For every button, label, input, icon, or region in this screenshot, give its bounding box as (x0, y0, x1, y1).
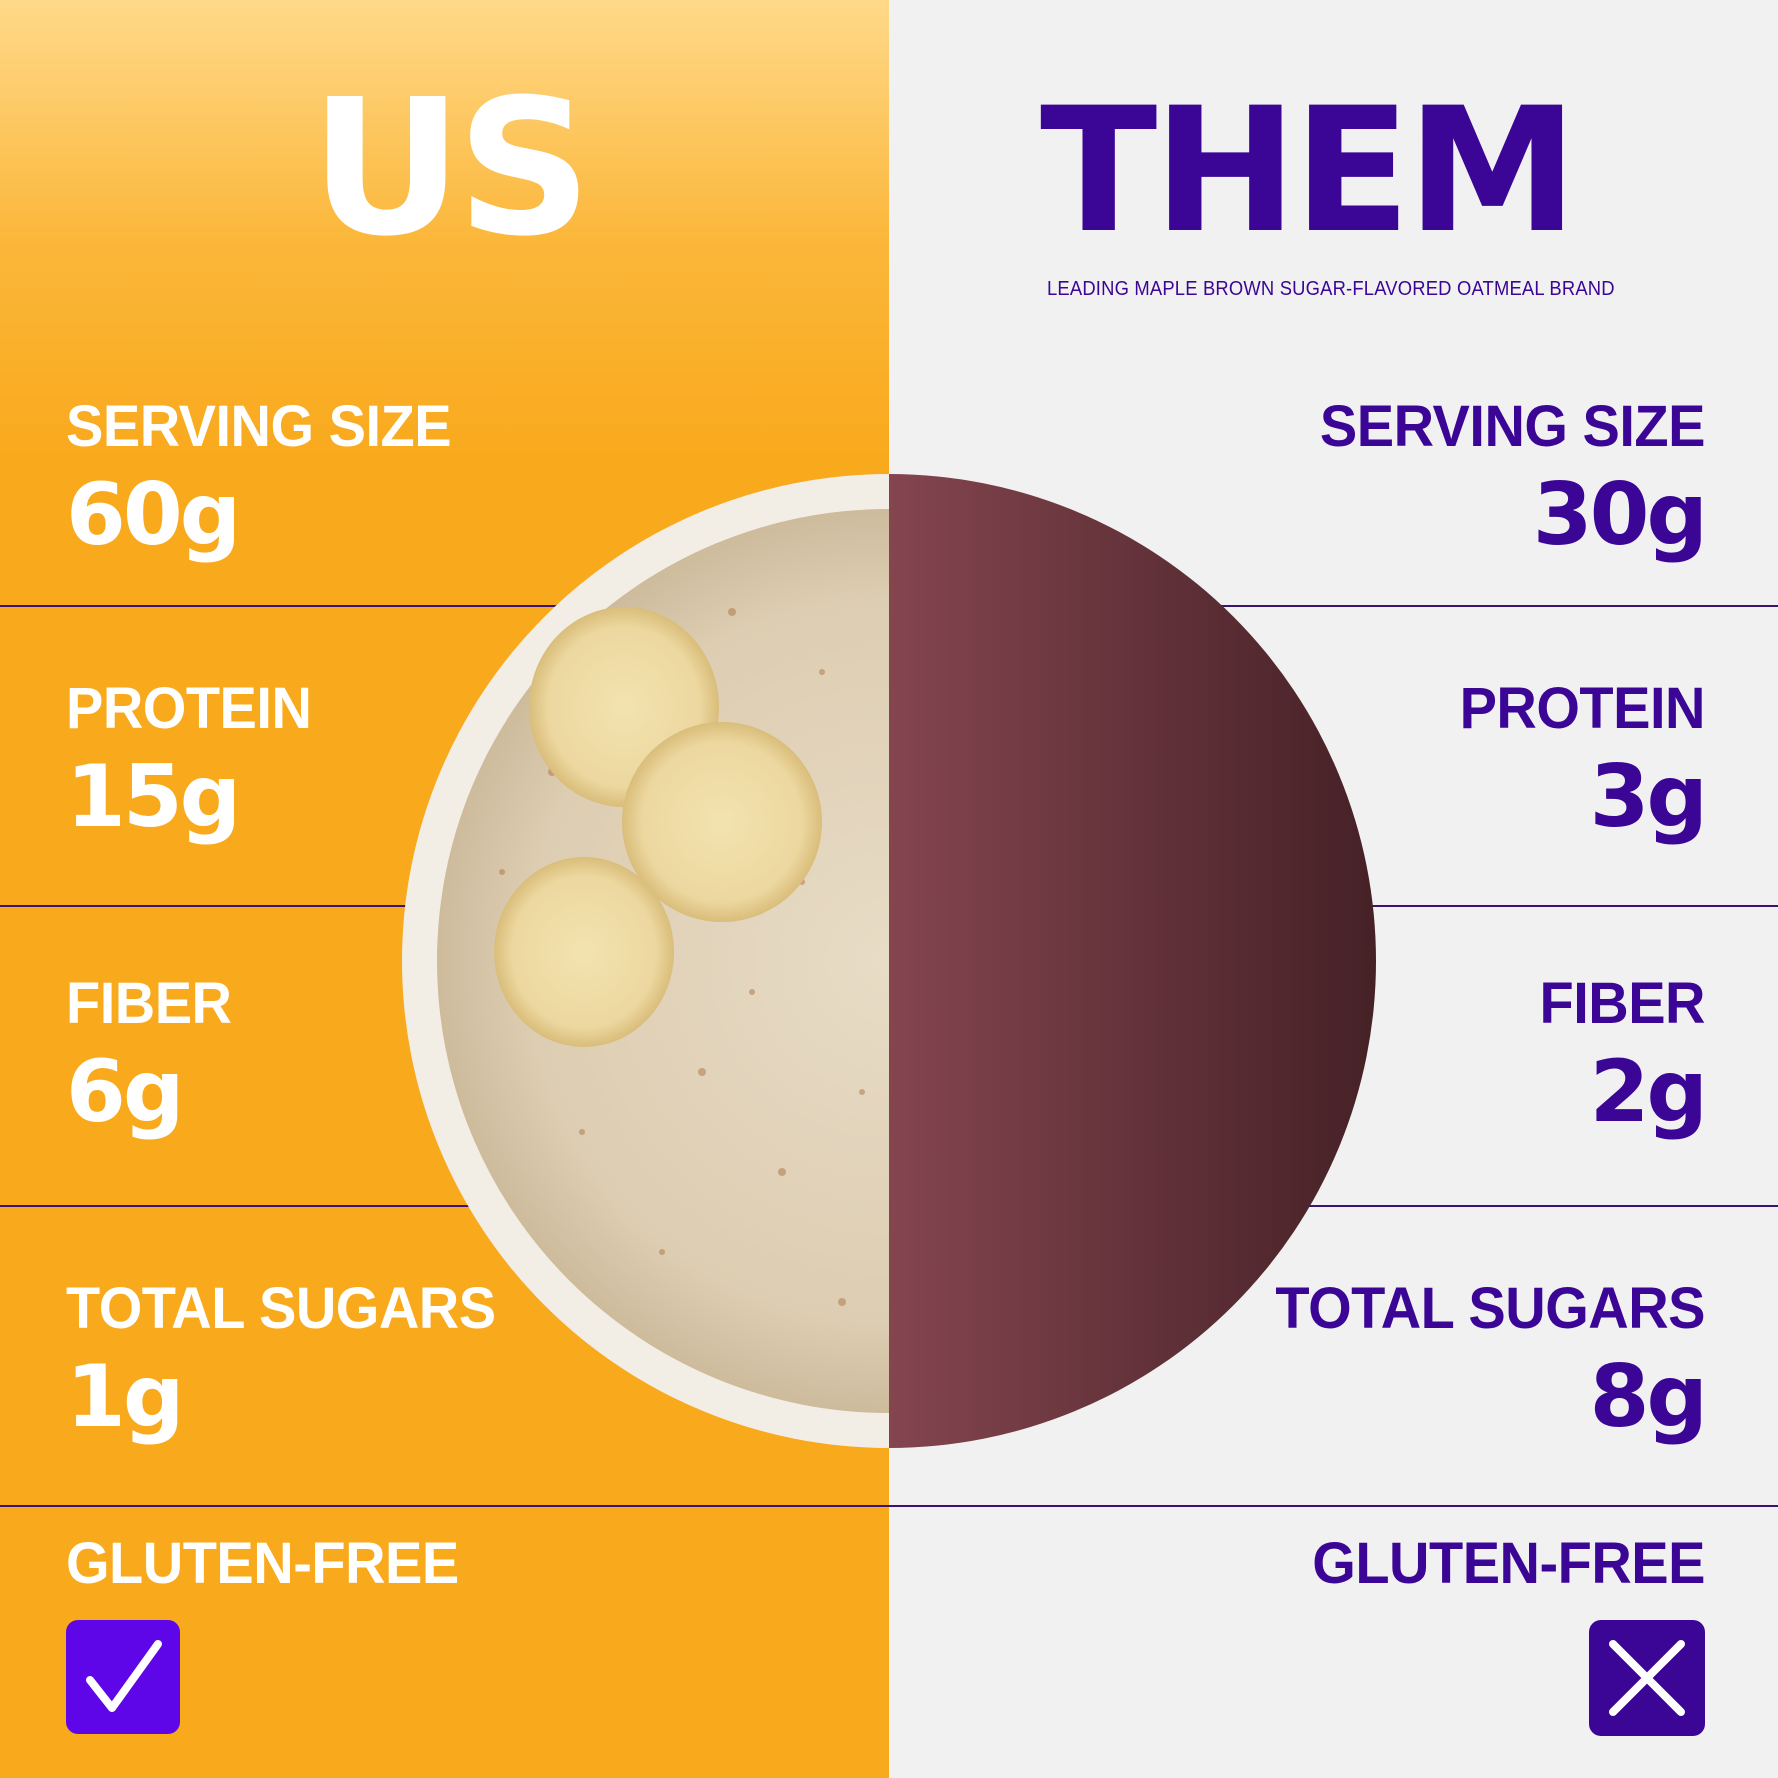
gluten-free-label: GLUTEN-FREE (66, 1529, 459, 1596)
metric-label: TOTAL SUGARS (66, 1274, 496, 1341)
metric-value: 15g (66, 747, 241, 847)
metric-label: SERVING SIZE (1319, 392, 1706, 459)
us-fiber: FIBER 6g (66, 969, 232, 1142)
divider-4 (0, 1505, 1778, 1507)
divider-3 (0, 1205, 1778, 1207)
them-protein: PROTEIN 3g (1459, 674, 1708, 847)
divider-1 (0, 605, 1778, 607)
metric-value: 6g (66, 1042, 184, 1142)
them-total-sugars: TOTAL SUGARS 8g (1275, 1274, 1708, 1447)
metric-value: 2g (1589, 1042, 1708, 1142)
metric-label: TOTAL SUGARS (1275, 1274, 1705, 1341)
metric-label: FIBER (66, 969, 232, 1036)
metric-label: SERVING SIZE (66, 392, 452, 459)
metric-value: 3g (1589, 747, 1708, 847)
us-gluten-free: GLUTEN-FREE (66, 1529, 459, 1596)
them-gluten-free: GLUTEN-FREE (1312, 1529, 1705, 1596)
metric-value: 30g (1532, 465, 1708, 565)
us-title: US (310, 59, 592, 278)
us-total-sugars: TOTAL SUGARS 1g (66, 1274, 496, 1447)
metric-value: 8g (1589, 1347, 1708, 1447)
them-fiber: FIBER 2g (1539, 969, 1708, 1142)
us-protein: PROTEIN 15g (66, 674, 312, 847)
metric-label: FIBER (1539, 969, 1706, 1036)
checkmark-icon (66, 1620, 180, 1734)
us-serving-size: SERVING SIZE 60g (66, 392, 452, 565)
them-serving-size: SERVING SIZE 30g (1319, 392, 1708, 565)
metric-value: 1g (66, 1347, 184, 1447)
them-title: THEM (1040, 70, 1578, 271)
metric-label: PROTEIN (66, 674, 312, 741)
divider-2 (0, 905, 1778, 907)
metric-label: PROTEIN (1459, 674, 1706, 741)
metric-value: 60g (66, 465, 241, 565)
them-subtitle: LEADING MAPLE BROWN SUGAR-FLAVORED OATME… (1047, 278, 1615, 300)
x-mark-icon (1589, 1620, 1705, 1736)
gluten-free-label: GLUTEN-FREE (1312, 1529, 1705, 1596)
